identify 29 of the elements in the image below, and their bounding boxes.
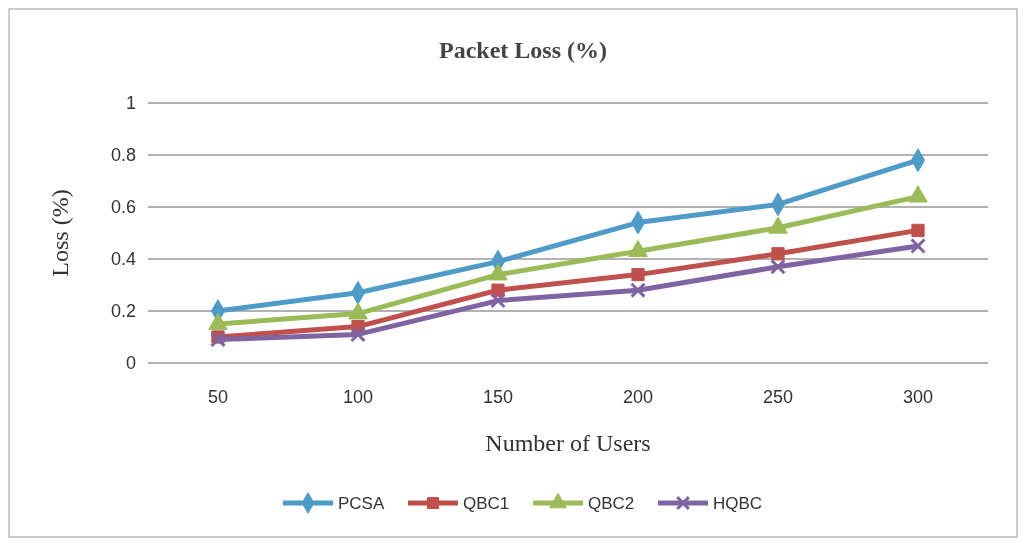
point: [350, 326, 366, 343]
y-tick-label: 1: [125, 93, 136, 114]
y-tick-label: 0.2: [110, 301, 136, 322]
x-tick-label: 50: [207, 387, 229, 407]
legend-label: HQBC: [713, 493, 763, 513]
y-tick-label: 0.8: [110, 145, 136, 166]
y-tick-label: 0: [125, 353, 136, 374]
point: [911, 223, 925, 238]
chart-title: Packet Loss (%): [439, 37, 607, 63]
x-tick-label: 250: [762, 387, 794, 407]
legend-label: QBC1: [463, 493, 510, 513]
point: [491, 283, 505, 297]
y-axis-title: Loss (%): [47, 189, 73, 277]
x-tick-label: 150: [482, 387, 514, 407]
legend-label: QBC2: [588, 493, 635, 513]
point: [771, 247, 785, 261]
x-tick-label: 200: [622, 387, 654, 407]
x-tick-label: 300: [902, 387, 934, 407]
legend-label: PCSA: [338, 493, 385, 513]
x-tick-label: 100: [342, 387, 374, 407]
point: [490, 292, 506, 309]
point: [631, 267, 645, 282]
x-axis-title: Number of Users: [485, 430, 651, 456]
point: [210, 331, 226, 348]
y-tick-label: 0.6: [110, 197, 136, 218]
point: [770, 258, 786, 275]
point: [630, 282, 646, 299]
point: [910, 238, 926, 254]
y-tick-label: 0.4: [110, 249, 136, 270]
